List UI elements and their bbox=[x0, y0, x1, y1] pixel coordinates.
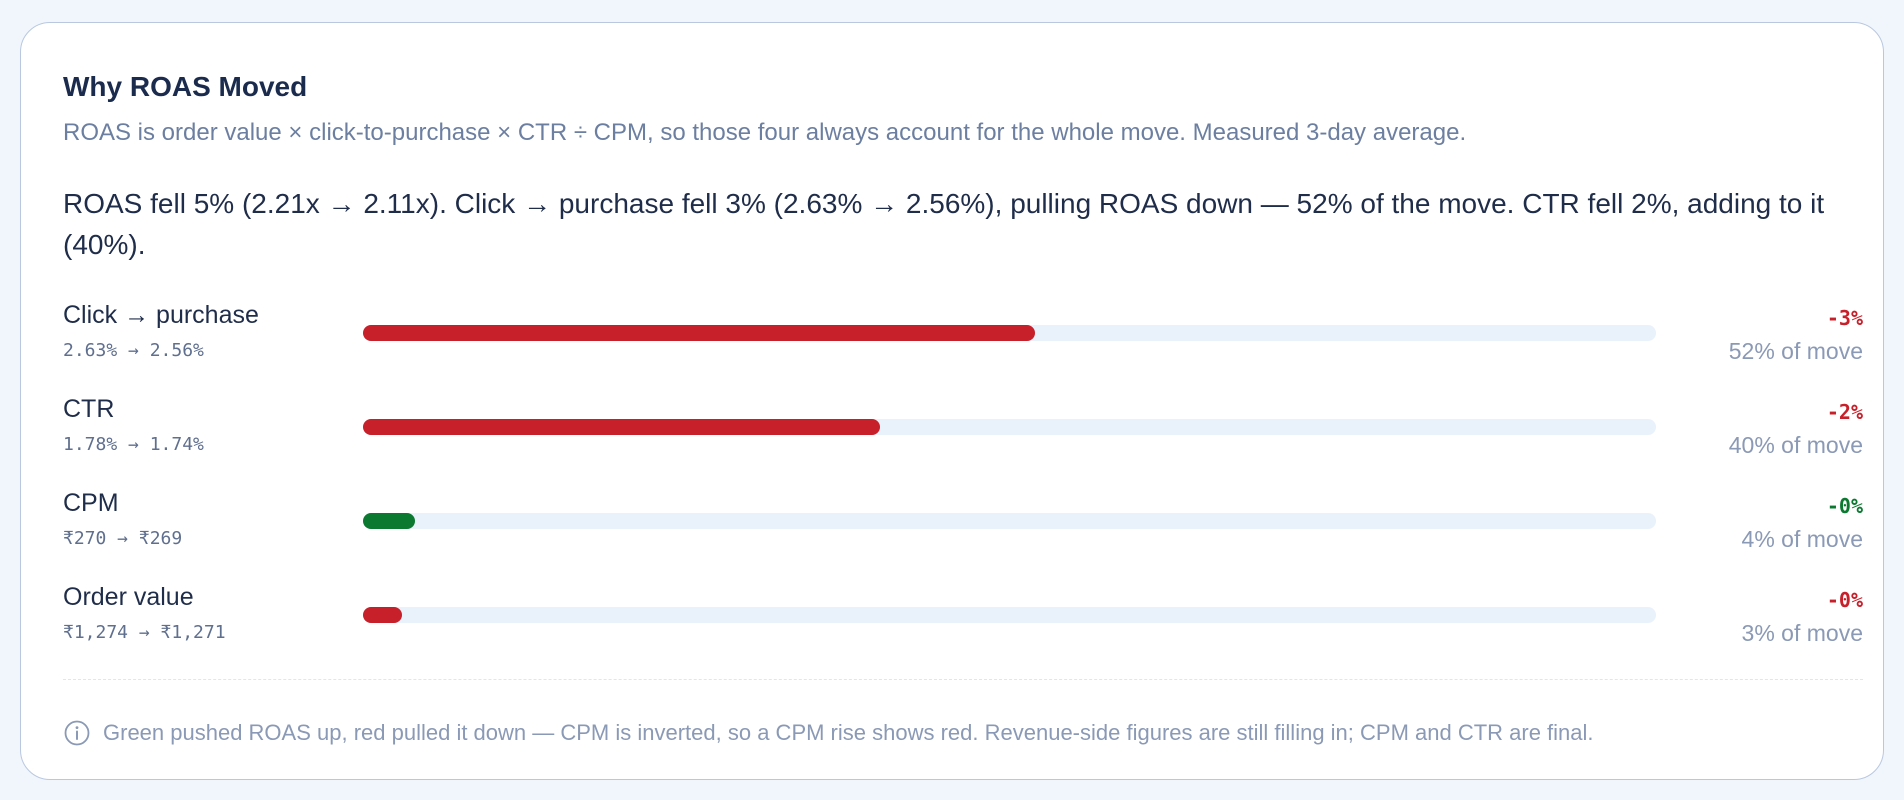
driver-bar-track bbox=[363, 513, 1656, 529]
driver-share: 3% of move bbox=[1741, 620, 1863, 646]
roas-explainer-card: Why ROAS Moved ROAS is order value × cli… bbox=[20, 22, 1884, 780]
driver-row-order-value: Order value ₹1,274 → ₹1,271 -0% 3% of mo… bbox=[63, 583, 1863, 677]
driver-bar-fill bbox=[363, 607, 402, 623]
driver-delta: -0% bbox=[1826, 588, 1863, 612]
driver-bar-fill bbox=[363, 325, 1036, 341]
driver-bar-fill bbox=[363, 513, 415, 529]
summary-text: ROAS fell 5% (2.21x → 2.11x). Click → pu… bbox=[63, 188, 1825, 260]
divider bbox=[63, 679, 1863, 680]
driver-change: 1.78% → 1.74% bbox=[63, 434, 204, 455]
footer-note: Green pushed ROAS up, red pulled it down… bbox=[63, 719, 1594, 747]
driver-share: 52% of move bbox=[1728, 338, 1863, 364]
driver-delta: -3% bbox=[1826, 306, 1863, 330]
driver-bar-fill bbox=[363, 419, 881, 435]
driver-bar-track bbox=[363, 607, 1656, 623]
driver-label: Order value bbox=[63, 583, 194, 611]
driver-share: 4% of move bbox=[1741, 526, 1863, 552]
driver-row-ctr: CTR 1.78% → 1.74% -2% 40% of move bbox=[63, 395, 1863, 489]
driver-bar-track bbox=[363, 325, 1656, 341]
driver-label: CTR bbox=[63, 395, 115, 423]
driver-row-click-to-purchase: Click → purchase 2.63% → 2.56% -3% 52% o… bbox=[63, 301, 1863, 395]
driver-list: Click → purchase 2.63% → 2.56% -3% 52% o… bbox=[63, 301, 1863, 677]
driver-delta: -2% bbox=[1826, 400, 1863, 424]
driver-delta: -0% bbox=[1826, 494, 1863, 518]
info-icon[interactable] bbox=[63, 719, 91, 747]
driver-row-cpm: CPM ₹270 → ₹269 -0% 4% of move bbox=[63, 489, 1863, 583]
footer-text: Green pushed ROAS up, red pulled it down… bbox=[103, 720, 1594, 745]
card-title: Why ROAS Moved bbox=[63, 71, 308, 102]
driver-bar-track bbox=[363, 419, 1656, 435]
driver-share: 40% of move bbox=[1728, 432, 1863, 458]
driver-change: ₹270 → ₹269 bbox=[63, 528, 183, 549]
driver-change: ₹1,274 → ₹1,271 bbox=[63, 622, 226, 643]
driver-change: 2.63% → 2.56% bbox=[63, 340, 204, 361]
card-subtitle: ROAS is order value × click-to-purchase … bbox=[63, 119, 1467, 146]
driver-label: CPM bbox=[63, 489, 119, 517]
driver-label: Click → purchase bbox=[63, 301, 259, 329]
